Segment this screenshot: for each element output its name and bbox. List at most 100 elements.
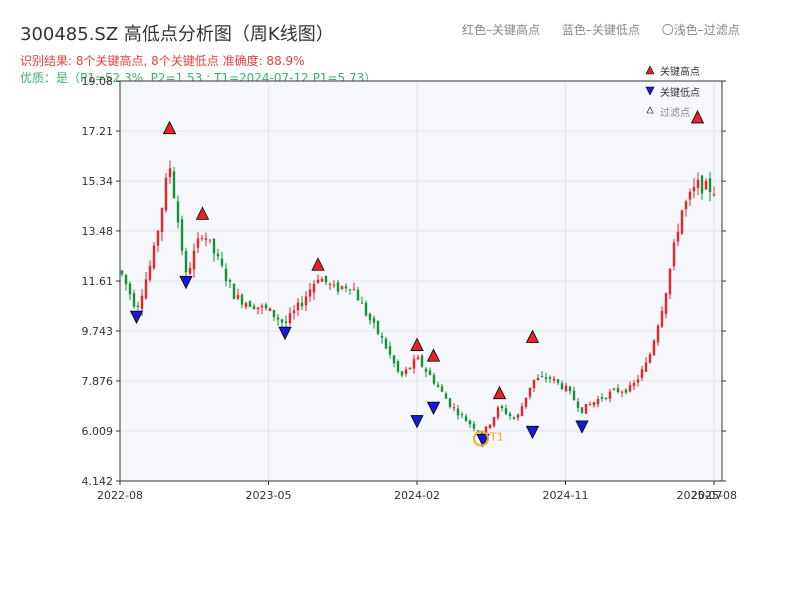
- candle-body: [644, 362, 648, 372]
- candle-body: [400, 371, 404, 376]
- candle-body: [416, 357, 420, 360]
- candle-body: [544, 377, 548, 380]
- candle-body: [336, 282, 340, 292]
- candle-body: [464, 416, 468, 422]
- candle-body: [308, 289, 312, 297]
- legend-blue-label: 蓝色–关键低点: [561, 23, 640, 37]
- markers-group: T1: [129, 110, 705, 448]
- candle-body: [372, 318, 376, 323]
- top-legend: 红色–关键高点 蓝色–关键低点 〇浅色–过滤点: [462, 21, 758, 38]
- candle-body: [488, 424, 492, 429]
- candle-body: [500, 406, 504, 409]
- candle-body: [640, 369, 644, 378]
- candle-body: [244, 303, 248, 308]
- candle-body: [328, 283, 332, 285]
- candle-body: [636, 379, 640, 383]
- chart-title: 300485.SZ 高低点分析图（周K线图）: [20, 24, 334, 45]
- candle-body: [552, 378, 556, 381]
- candle-body: [404, 369, 408, 374]
- candle-body: [208, 239, 212, 241]
- candle-body: [692, 187, 696, 192]
- candle-body: [460, 414, 464, 416]
- candle-body: [588, 404, 592, 406]
- key-high-marker: [525, 329, 540, 343]
- candle-body: [216, 253, 220, 257]
- candle-body: [584, 404, 588, 414]
- candle-body: [448, 398, 452, 408]
- candle-body: [600, 397, 604, 399]
- candle-body: [708, 178, 712, 193]
- candle-body: [532, 379, 536, 389]
- candle-body: [536, 377, 540, 381]
- candle-body: [424, 368, 428, 372]
- candle-body: [608, 391, 612, 399]
- axes-group: 4.142 6.009 7.876 9.743 11.61 13.48 15.34 17.21…: [82, 75, 737, 502]
- candle-body: [172, 171, 176, 198]
- candle-body: [272, 310, 276, 318]
- y-tick-label: 13.48: [82, 225, 114, 238]
- candle-body: [164, 177, 168, 211]
- candle-body: [176, 201, 180, 223]
- candle-body: [360, 302, 364, 304]
- y-tick-label: 4.142: [82, 475, 114, 488]
- candle-body: [232, 283, 236, 300]
- x-tick-label: 2025-08: [691, 489, 737, 502]
- candle-body: [476, 430, 480, 432]
- y-tick-label: 7.876: [82, 375, 114, 388]
- candle-body: [356, 289, 360, 301]
- candle-body: [152, 245, 156, 269]
- candle-body: [204, 238, 208, 240]
- candle-body: [556, 379, 560, 383]
- candle-body: [484, 426, 488, 435]
- x-tick-label: 2024-02: [394, 489, 440, 502]
- candle-body: [612, 388, 616, 390]
- candle-body: [344, 286, 348, 289]
- candle-body: [660, 311, 664, 327]
- x-tick-label: 2025-07: [677, 489, 723, 502]
- candle-body: [260, 305, 264, 308]
- candle-body: [200, 237, 204, 239]
- candle-body: [332, 284, 336, 286]
- candles-group: [120, 160, 716, 437]
- key-low-marker: [426, 401, 441, 416]
- candle-body: [580, 407, 584, 413]
- candle-body: [648, 354, 652, 363]
- candle-body: [428, 370, 432, 375]
- plot-frame: [119, 80, 723, 482]
- candle-body: [704, 180, 708, 190]
- legend-low-marker-icon: [645, 86, 655, 96]
- candle-body: [192, 250, 196, 270]
- candle-body: [680, 210, 684, 234]
- candle-body: [620, 391, 624, 393]
- candle-body: [160, 208, 164, 233]
- candle-body: [456, 408, 460, 416]
- candle-body: [492, 417, 496, 427]
- key-low-marker: [575, 420, 589, 434]
- candle-body: [280, 319, 284, 323]
- candle-body: [440, 386, 444, 392]
- candle-body: [520, 406, 524, 417]
- candle-body: [124, 274, 128, 285]
- candle-body: [240, 295, 244, 305]
- candle-body: [156, 230, 160, 246]
- y-tick-label: 15.34: [82, 175, 114, 188]
- candle-body: [676, 231, 680, 242]
- candle-body: [700, 175, 704, 194]
- candle-body: [560, 383, 564, 390]
- candle-body: [220, 258, 224, 266]
- candle-body: [568, 386, 572, 392]
- candle-body: [564, 385, 568, 392]
- candle-body: [672, 242, 676, 267]
- candle-body: [364, 302, 368, 316]
- candle-body: [144, 279, 148, 299]
- candle-body: [480, 432, 484, 435]
- candle-body: [312, 283, 316, 293]
- candle-body: [604, 397, 608, 399]
- candle-body: [320, 278, 324, 282]
- candle-body: [628, 385, 632, 392]
- candle-body: [548, 377, 552, 379]
- candle-body: [512, 417, 516, 419]
- candle-body: [524, 397, 528, 407]
- candle-body: [224, 268, 228, 282]
- key-high-marker: [195, 206, 210, 220]
